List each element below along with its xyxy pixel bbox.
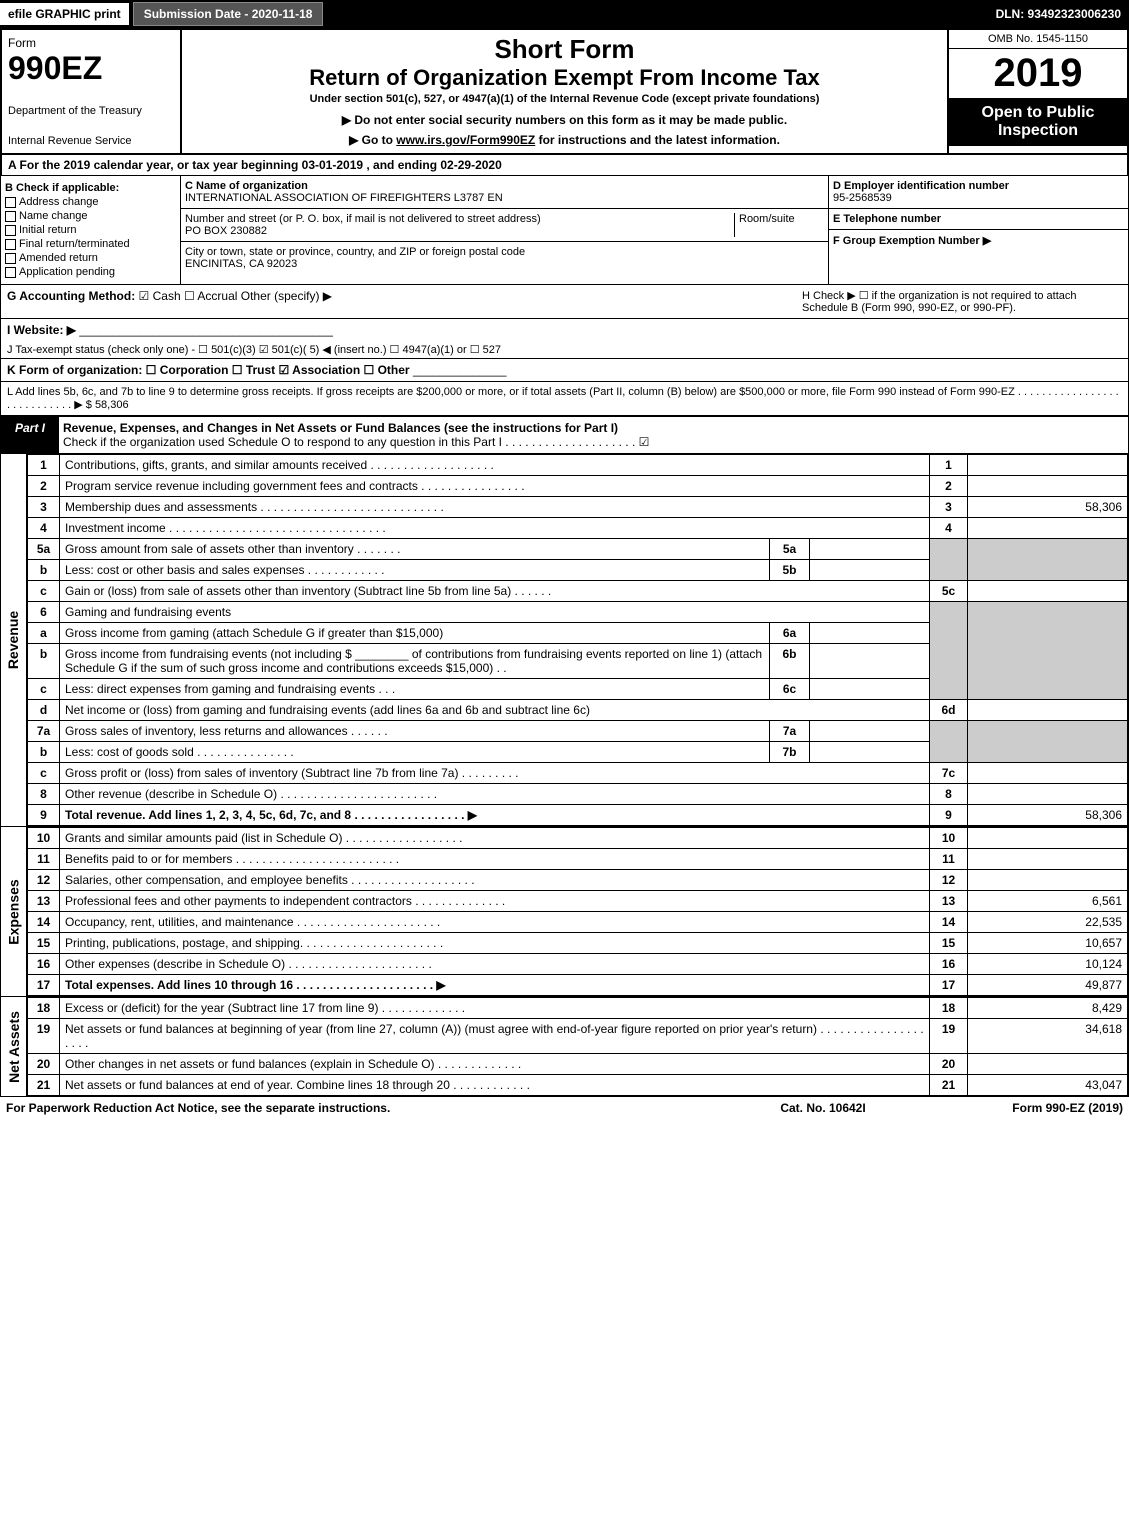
revenue-side-label: Revenue	[6, 611, 22, 669]
form-label: Form	[8, 36, 174, 50]
line-g-options: ☑ Cash ☐ Accrual Other (specify) ▶	[139, 289, 332, 303]
dln-label: DLN: 93492323006230	[988, 3, 1129, 25]
line-h: H Check ▶ ☐ if the organization is not r…	[802, 289, 1122, 314]
title-return: Return of Organization Exempt From Incom…	[186, 65, 943, 91]
part-i-checknote: Check if the organization used Schedule …	[63, 435, 649, 449]
org-name: INTERNATIONAL ASSOCIATION OF FIREFIGHTER…	[185, 192, 503, 204]
gross-receipts-value: $ 58,306	[86, 399, 129, 411]
period-line-a: A For the 2019 calendar year, or tax yea…	[0, 155, 1129, 176]
line-10: 10Grants and similar amounts paid (list …	[28, 828, 1128, 849]
expenses-section: Expenses 10Grants and similar amounts pa…	[0, 827, 1129, 997]
line-4: 4Investment income . . . . . . . . . . .…	[28, 518, 1128, 539]
line-9: 9Total revenue. Add lines 1, 2, 3, 4, 5c…	[28, 805, 1128, 826]
open-to-public: Open to Public Inspection	[949, 98, 1127, 146]
chk-address-change[interactable]: Address change	[5, 196, 176, 208]
room-suite-label: Room/suite	[734, 213, 824, 237]
form-number: 990EZ	[8, 50, 174, 87]
section-e-label: E Telephone number	[833, 213, 941, 225]
chk-final-return[interactable]: Final return/terminated	[5, 238, 176, 250]
page-footer: For Paperwork Reduction Act Notice, see …	[0, 1097, 1129, 1119]
city-value: ENCINITAS, CA 92023	[185, 258, 297, 270]
chk-amended-return[interactable]: Amended return	[5, 252, 176, 264]
line-3: 3Membership dues and assessments . . . .…	[28, 497, 1128, 518]
line-5a: 5aGross amount from sale of assets other…	[28, 539, 1128, 560]
footer-formref: Form 990-EZ (2019)	[923, 1101, 1123, 1115]
chk-name-change[interactable]: Name change	[5, 210, 176, 222]
omb-number: OMB No. 1545-1150	[949, 30, 1127, 49]
expenses-side-label: Expenses	[6, 879, 22, 944]
part-i-title: Revenue, Expenses, and Changes in Net As…	[63, 421, 618, 435]
line-g-label: G Accounting Method:	[7, 289, 135, 303]
line-l: L Add lines 5b, 6c, and 7b to line 9 to …	[0, 382, 1129, 416]
line-6d: dNet income or (loss) from gaming and fu…	[28, 700, 1128, 721]
part-i-tag: Part I	[1, 417, 59, 453]
meta-block: B Check if applicable: Address change Na…	[0, 176, 1129, 285]
dept-treasury: Department of the Treasury	[8, 105, 174, 117]
line-k: K Form of organization: ☐ Corporation ☐ …	[0, 359, 1129, 382]
section-f-label: F Group Exemption Number ▶	[833, 235, 991, 247]
tax-year: 2019	[949, 49, 1127, 98]
line-20: 20Other changes in net assets or fund ba…	[28, 1054, 1128, 1075]
chk-application-pending[interactable]: Application pending	[5, 266, 176, 278]
line-15: 15Printing, publications, postage, and s…	[28, 933, 1128, 954]
line-11: 11Benefits paid to or for members . . . …	[28, 849, 1128, 870]
section-b-title: B Check if applicable:	[5, 182, 176, 194]
revenue-section: Revenue 1Contributions, gifts, grants, a…	[0, 454, 1129, 827]
chk-initial-return[interactable]: Initial return	[5, 224, 176, 236]
line-i: I Website: ▶ ___________________________…	[0, 319, 1129, 341]
ein-value: 95-2568539	[833, 192, 892, 204]
efile-print-button[interactable]: efile GRAPHIC print	[0, 3, 129, 25]
footer-catno: Cat. No. 10642I	[723, 1101, 923, 1115]
footer-paperwork: For Paperwork Reduction Act Notice, see …	[6, 1101, 723, 1115]
netassets-section: Net Assets 18Excess or (deficit) for the…	[0, 997, 1129, 1097]
section-d-label: D Employer identification number	[833, 180, 1009, 192]
line-16: 16Other expenses (describe in Schedule O…	[28, 954, 1128, 975]
dept-irs: Internal Revenue Service	[8, 135, 174, 147]
irs-link[interactable]: www.irs.gov/Form990EZ	[396, 133, 535, 147]
city-label: City or town, state or province, country…	[185, 246, 525, 258]
top-bar: efile GRAPHIC print Submission Date - 20…	[0, 0, 1129, 28]
section-c-label: C Name of organization	[185, 180, 308, 192]
submission-date-button[interactable]: Submission Date - 2020-11-18	[133, 2, 324, 26]
line-2: 2Program service revenue including gover…	[28, 476, 1128, 497]
part-i-header: Part I Revenue, Expenses, and Changes in…	[0, 416, 1129, 454]
line-j: J Tax-exempt status (check only one) - ☐…	[0, 341, 1129, 359]
line-8: 8Other revenue (describe in Schedule O) …	[28, 784, 1128, 805]
line-18: 18Excess or (deficit) for the year (Subt…	[28, 998, 1128, 1019]
netassets-side-label: Net Assets	[6, 1011, 22, 1083]
note-ssn: ▶ Do not enter social security numbers o…	[186, 113, 943, 127]
line-13: 13Professional fees and other payments t…	[28, 891, 1128, 912]
line-17: 17Total expenses. Add lines 10 through 1…	[28, 975, 1128, 996]
note-link: ▶ Go to www.irs.gov/Form990EZ for instru…	[186, 133, 943, 147]
title-short-form: Short Form	[186, 34, 943, 65]
line-21: 21Net assets or fund balances at end of …	[28, 1075, 1128, 1096]
line-19: 19Net assets or fund balances at beginni…	[28, 1019, 1128, 1054]
line-1: 1Contributions, gifts, grants, and simil…	[28, 455, 1128, 476]
line-14: 14Occupancy, rent, utilities, and mainte…	[28, 912, 1128, 933]
line-12: 12Salaries, other compensation, and empl…	[28, 870, 1128, 891]
line-6: 6Gaming and fundraising events	[28, 602, 1128, 623]
street-value: PO BOX 230882	[185, 225, 267, 237]
line-7a: 7aGross sales of inventory, less returns…	[28, 721, 1128, 742]
form-header: Form 990EZ Department of the Treasury In…	[0, 28, 1129, 155]
street-label: Number and street (or P. O. box, if mail…	[185, 213, 541, 225]
line-g-h: G Accounting Method: ☑ Cash ☐ Accrual Ot…	[0, 285, 1129, 319]
line-5c: cGain or (loss) from sale of assets othe…	[28, 581, 1128, 602]
line-7c: cGross profit or (loss) from sales of in…	[28, 763, 1128, 784]
subtitle: Under section 501(c), 527, or 4947(a)(1)…	[186, 93, 943, 105]
